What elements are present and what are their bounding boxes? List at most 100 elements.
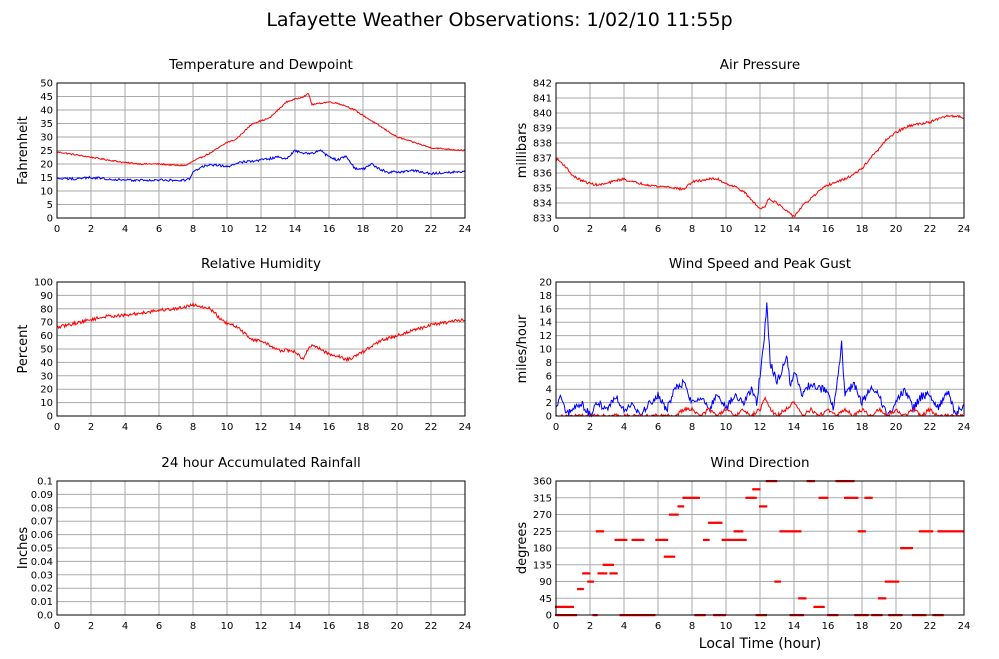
pressure-xtick-label: 2 <box>587 224 593 235</box>
wind-ytick-label: 0 <box>546 412 552 423</box>
pressure-ytick-label: 842 <box>533 79 552 90</box>
direction-direction-point <box>588 580 592 583</box>
wind-xtick-label: 12 <box>754 422 767 433</box>
direction-direction-point <box>897 580 900 583</box>
wind-ytick-label: 12 <box>539 331 552 342</box>
direction-direction-point <box>640 538 643 542</box>
direction-direction-point <box>733 530 736 533</box>
direction-direction-point <box>664 538 667 542</box>
rain-ytick-label: 0.1 <box>37 477 53 488</box>
direction-direction-point <box>677 505 680 508</box>
temp-xtick-label: 4 <box>122 224 128 235</box>
direction-direction-point <box>597 572 600 575</box>
temp-series-line-0 <box>56 93 466 167</box>
direction-direction-point <box>611 563 614 566</box>
direction-ytick-label: 135 <box>533 560 552 571</box>
direction-direction-point <box>614 538 617 542</box>
direction-direction-point <box>599 572 602 575</box>
direction-direction-point <box>844 496 847 499</box>
wind-ytick-label: 8 <box>546 358 552 369</box>
direction-xtick-label: 12 <box>754 621 767 632</box>
direction-direction-point <box>704 538 707 542</box>
direction-direction-point <box>687 496 690 499</box>
direction-direction-point <box>918 530 921 533</box>
temp-ytick-label: 35 <box>40 119 53 130</box>
direction-xtick-label: 16 <box>822 621 835 632</box>
direction-direction-point <box>794 530 797 533</box>
wind-ytick-label: 20 <box>539 278 552 289</box>
direction-direction-point <box>753 488 756 491</box>
direction-direction-point <box>823 496 826 499</box>
direction-direction-point <box>783 530 787 533</box>
direction-direction-point <box>625 538 628 542</box>
direction-direction-point <box>736 538 740 542</box>
rain-y-axis-title: Inches <box>16 527 31 569</box>
direction-direction-point <box>893 580 897 583</box>
direction-direction-point <box>821 496 824 499</box>
direction-direction-point <box>586 572 589 575</box>
direction-direction-point <box>602 572 605 575</box>
humidity-series-line-0 <box>56 301 466 363</box>
direction-direction-point <box>705 538 709 542</box>
direction-direction-point <box>753 496 756 499</box>
pressure-xtick-label: 10 <box>720 224 733 235</box>
wind-chart-title: Wind Speed and Peak Gust <box>669 256 851 272</box>
direction-direction-point <box>754 496 757 499</box>
direction-direction-point <box>715 521 718 524</box>
direction-direction-point <box>561 605 564 609</box>
temp-ytick-label: 0 <box>47 214 53 225</box>
direction-direction-point <box>671 555 674 558</box>
direction-direction-point <box>656 538 660 542</box>
direction-direction-point <box>948 530 951 533</box>
direction-direction-point <box>743 538 746 542</box>
rain-chart-title: 24 hour Accumulated Rainfall <box>161 455 360 471</box>
direction-direction-point <box>675 513 678 516</box>
direction-direction-point <box>717 521 720 524</box>
direction-direction-point <box>659 538 663 542</box>
pressure-ytick-label: 833 <box>533 214 552 225</box>
direction-direction-point <box>826 496 829 499</box>
direction-direction-point <box>577 587 580 591</box>
pressure-ytick-label: 834 <box>533 199 552 210</box>
direction-direction-point <box>597 530 600 533</box>
direction-direction-point <box>957 530 960 533</box>
humidity-xtick-label: 4 <box>122 422 128 433</box>
rain-xtick-label: 8 <box>190 621 196 632</box>
direction-direction-point <box>658 538 661 542</box>
direction-direction-point <box>676 513 679 516</box>
direction-xtick-label: 0 <box>553 621 559 632</box>
direction-direction-point <box>711 521 714 524</box>
rain-ytick-label: 0.08 <box>31 503 53 514</box>
direction-direction-point <box>790 530 793 533</box>
direction-direction-point <box>961 530 965 533</box>
direction-direction-point <box>612 572 615 575</box>
direction-direction-point <box>581 587 584 591</box>
pressure-xtick-label: 16 <box>822 224 835 235</box>
direction-direction-point <box>595 530 598 533</box>
humidity-ytick-label: 90 <box>40 291 53 302</box>
humidity-ytick-label: 60 <box>40 331 53 342</box>
humidity-ytick-label: 40 <box>40 358 53 369</box>
direction-direction-point <box>854 496 857 499</box>
direction-direction-point <box>904 547 907 550</box>
temp-xtick-label: 24 <box>459 224 472 235</box>
temp-ytick-label: 45 <box>40 92 53 103</box>
direction-direction-point <box>730 538 733 542</box>
direction-direction-point <box>884 580 887 583</box>
direction-direction-point <box>818 496 821 499</box>
direction-direction-point <box>929 530 932 533</box>
direction-direction-point <box>661 538 664 542</box>
direction-direction-point <box>774 580 777 583</box>
pressure-xtick-label: 22 <box>924 224 937 235</box>
humidity-xtick-label: 14 <box>289 422 302 433</box>
direction-direction-point <box>882 597 885 600</box>
direction-direction-point <box>564 605 567 609</box>
direction-direction-point <box>777 580 780 583</box>
direction-ytick-label: 270 <box>533 510 552 521</box>
direction-direction-point <box>751 496 754 499</box>
direction-direction-point <box>952 530 955 533</box>
wind-ytick-label: 16 <box>539 304 552 315</box>
humidity-xtick-label: 10 <box>221 422 234 433</box>
pressure-xtick-label: 4 <box>621 224 627 235</box>
direction-direction-point <box>755 488 758 491</box>
